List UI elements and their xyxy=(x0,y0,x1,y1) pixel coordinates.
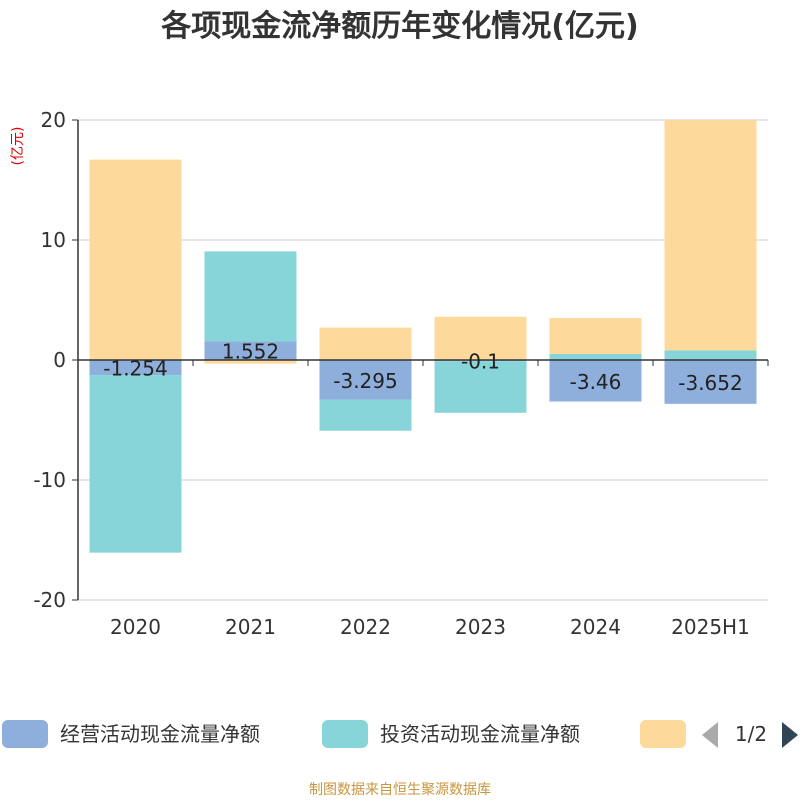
y-tick-label: 0 xyxy=(53,348,66,372)
bar-series-3-2024[interactable] xyxy=(549,318,642,354)
legend-prev-icon[interactable] xyxy=(702,722,718,748)
bar-series-2-2022[interactable] xyxy=(319,399,412,431)
bar-series-2-2023[interactable] xyxy=(434,361,527,413)
legend-swatch[interactable] xyxy=(322,720,368,748)
legend-label[interactable]: 投资活动现金流量净额 xyxy=(380,722,580,746)
y-tick-label: -20 xyxy=(33,588,66,612)
y-tick-label: -10 xyxy=(33,468,66,492)
bars xyxy=(89,120,757,553)
bar-series-3-2020[interactable] xyxy=(89,159,182,360)
value-labels: -1.254 1.552 -3.295 -0.1 -3.46 -3.652 xyxy=(103,340,742,395)
data-label: -1.254 xyxy=(103,357,167,381)
bar-series-3-2025h1[interactable] xyxy=(664,120,757,351)
axes: 20 10 0 -10 -20 2020 2021 2022 2023 2024 2025H1 xyxy=(33,108,769,639)
bar-series-1-2022[interactable] xyxy=(319,360,412,400)
bar-series-1-2021[interactable] xyxy=(204,341,297,360)
legend-swatch[interactable] xyxy=(640,720,686,748)
x-tick-label: 2022 xyxy=(340,615,391,639)
data-label: -0.1 xyxy=(461,350,500,374)
legend-label[interactable]: 经营活动现金流量净额 xyxy=(60,722,260,746)
bar-series-2-2021[interactable] xyxy=(204,251,297,342)
x-tick-label: 2021 xyxy=(225,615,276,639)
bar-series-2-2024[interactable] xyxy=(549,354,642,360)
x-tick-label: 2020 xyxy=(110,615,161,639)
bar-series-1-2020[interactable] xyxy=(89,360,182,376)
bar-series-1-2024[interactable] xyxy=(549,360,642,402)
bar-series-2-2020[interactable] xyxy=(89,375,182,553)
data-label: -3.652 xyxy=(678,371,742,395)
bar-series-3-2022[interactable] xyxy=(319,327,412,360)
bar-series-1-2025h1[interactable] xyxy=(664,360,757,404)
y-tick-label: 20 xyxy=(41,108,66,132)
legend: 经营活动现金流量净额 投资活动现金流量净额 1/2 xyxy=(2,720,798,748)
x-tick-label: 2023 xyxy=(455,615,506,639)
data-label: -3.46 xyxy=(570,370,622,394)
data-label: 1.552 xyxy=(222,340,279,364)
legend-next-icon[interactable] xyxy=(782,722,798,748)
bar-series-3-2021[interactable] xyxy=(204,360,297,364)
y-axis-unit: (亿元) xyxy=(10,127,26,166)
legend-page-indicator: 1/2 xyxy=(735,722,767,746)
x-tick-label: 2024 xyxy=(570,615,621,639)
bar-series-2-2025h1[interactable] xyxy=(664,350,757,360)
legend-swatch[interactable] xyxy=(2,720,48,748)
x-tick-label: 2025H1 xyxy=(671,615,750,639)
y-tick-label: 10 xyxy=(41,228,66,252)
chart-title: 各项现金流净额历年变化情况(亿元) xyxy=(160,9,638,44)
source-note: 制图数据来自恒生聚源数据库 xyxy=(309,782,491,798)
data-label: -3.295 xyxy=(333,369,397,393)
bar-series-3-2023[interactable] xyxy=(434,316,527,360)
